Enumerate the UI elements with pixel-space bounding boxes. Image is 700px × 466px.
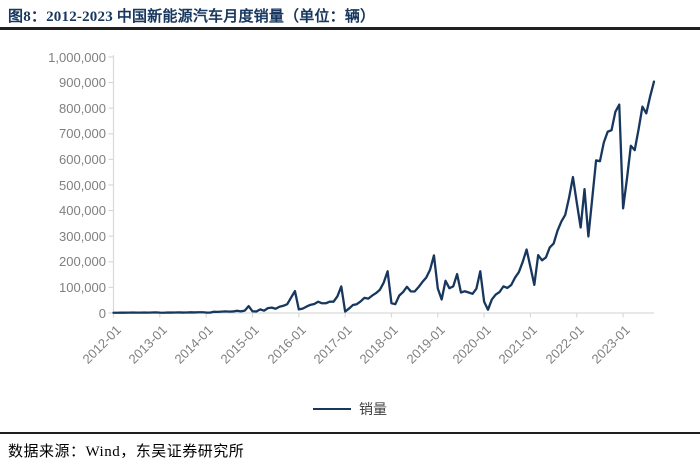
sales-line-series	[112, 80, 656, 314]
y-tick-label: 800,000	[59, 100, 106, 116]
footer-divider-rule	[0, 432, 700, 434]
legend-line-swatch	[313, 407, 351, 411]
y-tick-label: 100,000	[59, 279, 106, 295]
title-divider-rule	[0, 27, 700, 30]
figure-title: 图8：2012-2023 中国新能源汽车月度销量（单位：辆）	[8, 9, 376, 25]
y-tick-label: 700,000	[59, 126, 106, 142]
y-tick-label: 600,000	[59, 151, 106, 167]
y-tick-label: 500,000	[59, 177, 106, 193]
data-source-note: 数据来源：Wind，东吴证券研究所	[8, 444, 245, 460]
y-tick-label: 0	[98, 305, 106, 321]
legend-series-label: 销量	[359, 403, 387, 418]
y-tick-label: 1,000,000	[48, 49, 106, 65]
chart-legend: 销量	[0, 399, 700, 419]
y-tick-label: 300,000	[59, 228, 106, 244]
y-tick-label: 900,000	[59, 75, 106, 91]
y-tick-label: 400,000	[59, 203, 106, 219]
y-tick-label: 200,000	[59, 254, 106, 270]
